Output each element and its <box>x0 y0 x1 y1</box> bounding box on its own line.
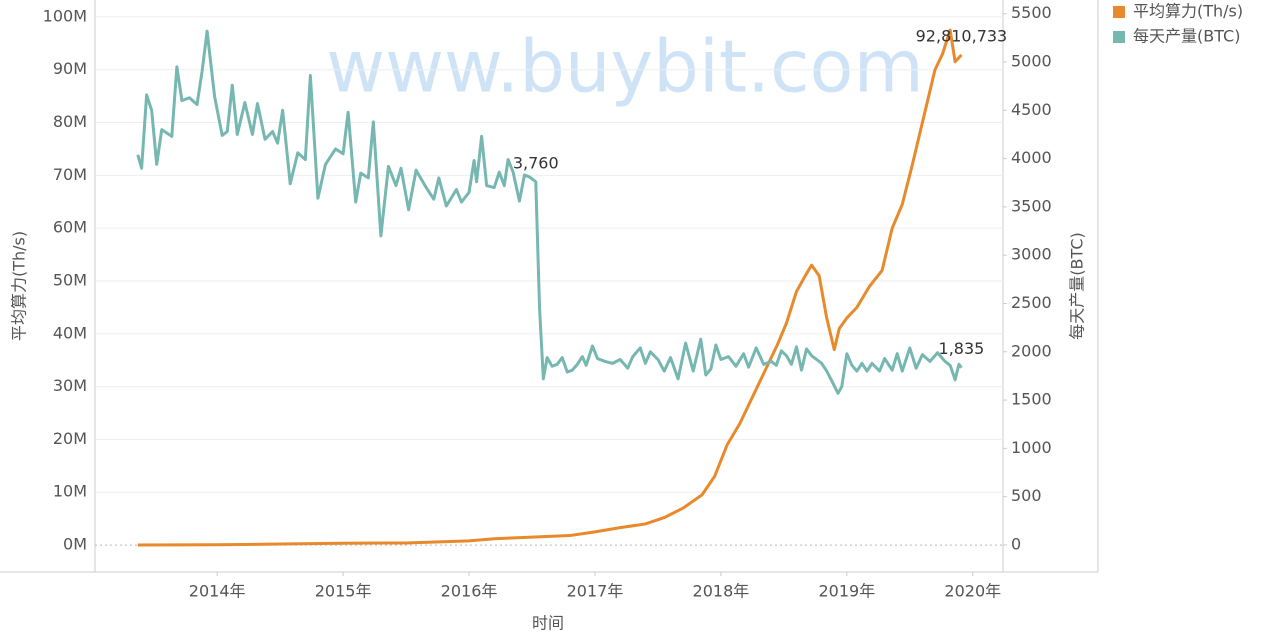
legend-swatch <box>1113 6 1125 18</box>
y-tick-label: 70M <box>53 165 87 184</box>
watermark: www.buybit.com <box>326 25 923 109</box>
y2-tick-label: 3500 <box>1011 196 1052 215</box>
legend-label: 平均算力(Th/s) <box>1133 2 1243 21</box>
data-label: 1,835 <box>939 339 985 358</box>
y-tick-label: 10M <box>53 482 87 501</box>
y2-tick-label: 1000 <box>1011 438 1052 457</box>
y-tick-label: 20M <box>53 429 87 448</box>
series-line <box>137 28 963 547</box>
x-tick-label: 2015年 <box>315 582 372 601</box>
x-axis-title: 时间 <box>532 614 564 633</box>
data-label: 3,760 <box>513 153 559 172</box>
y-tick-label: 90M <box>53 59 87 78</box>
y-tick-label: 30M <box>53 376 87 395</box>
y2-tick-label: 5000 <box>1011 52 1052 71</box>
y2-tick-label: 1500 <box>1011 390 1052 409</box>
x-tick-label: 2016年 <box>441 582 498 601</box>
y-tick-label: 100M <box>43 6 87 25</box>
y2-tick-label: 0 <box>1011 534 1021 553</box>
y-tick-label: 40M <box>53 323 87 342</box>
legend-swatch <box>1113 31 1125 43</box>
y-tick-label: 80M <box>53 112 87 131</box>
series-line <box>136 29 963 395</box>
x-tick-label: 2020年 <box>944 582 1001 601</box>
y2-tick-label: 4000 <box>1011 148 1052 167</box>
legend-label: 每天产量(BTC) <box>1133 27 1240 46</box>
x-tick-label: 2019年 <box>818 582 875 601</box>
x-tick-label: 2017年 <box>567 582 624 601</box>
y-tick-label: 0M <box>63 535 87 554</box>
y2-tick-label: 2000 <box>1011 341 1052 360</box>
x-tick-label: 2018年 <box>693 582 750 601</box>
y2-tick-label: 500 <box>1011 486 1042 505</box>
y2-tick-label: 4500 <box>1011 100 1052 119</box>
y2-tick-label: 2500 <box>1011 293 1052 312</box>
y2-tick-label: 5500 <box>1011 3 1052 22</box>
y-tick-label: 50M <box>53 270 87 289</box>
y2-axis-title: 每天产量(BTC) <box>1068 232 1087 339</box>
y-tick-label: 60M <box>53 218 87 237</box>
data-label: 92,810,733 <box>916 26 1008 45</box>
y-axis-title: 平均算力(Th/s) <box>10 231 29 341</box>
x-tick-label: 2014年 <box>189 582 246 601</box>
y2-tick-label: 3000 <box>1011 245 1052 264</box>
